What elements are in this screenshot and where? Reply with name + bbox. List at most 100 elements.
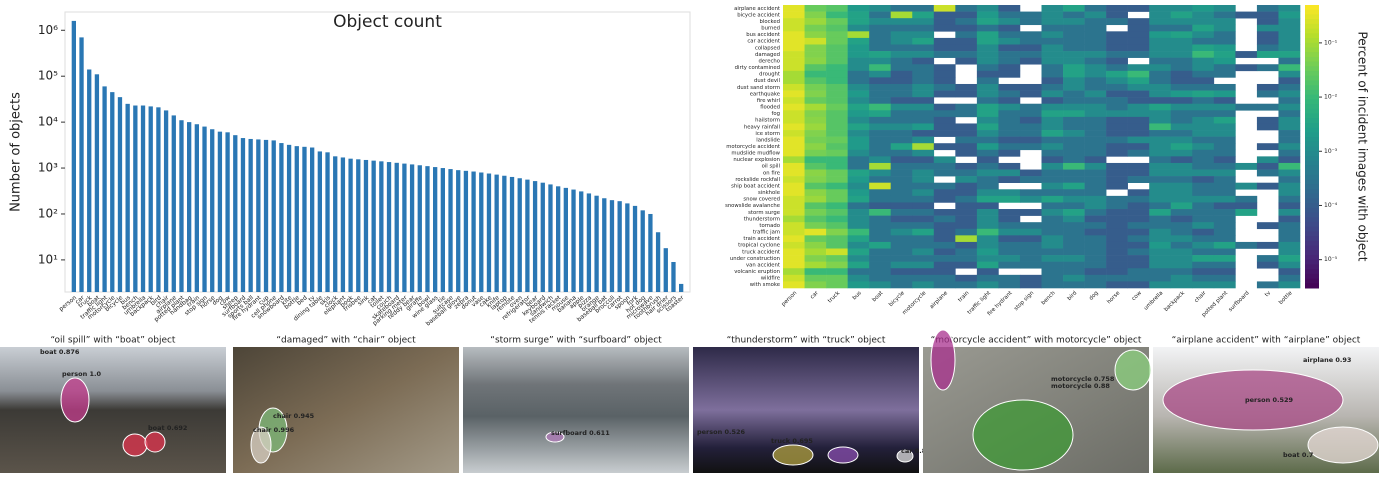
heat-cell (912, 136, 935, 144)
colorbar-step (1305, 146, 1319, 152)
heat-cell (1235, 64, 1258, 72)
column-label: airplane (929, 290, 950, 311)
heat-cell (933, 116, 956, 124)
heat-cell (912, 149, 935, 157)
heat-cell (933, 143, 956, 151)
heat-cell (804, 215, 827, 223)
heat-cell (1192, 83, 1215, 91)
bar (525, 179, 530, 292)
heat-cell (1041, 261, 1064, 269)
heat-cell (1170, 103, 1193, 111)
bar (532, 181, 538, 292)
colorbar-step (1305, 170, 1319, 176)
heat-cell (804, 149, 827, 157)
colorbar-step (1305, 80, 1319, 86)
heat-cell (1192, 255, 1215, 262)
heat-cell (847, 156, 870, 164)
bar (663, 248, 668, 292)
heat-cell (890, 202, 913, 210)
heat-cell (890, 31, 913, 39)
heat-cell (804, 70, 827, 78)
heat-cell (890, 70, 913, 78)
heat-cell (912, 195, 935, 203)
heat-cell (783, 241, 805, 249)
heat-cell (890, 18, 913, 26)
heat-cell (847, 189, 870, 197)
heat-cell (998, 176, 1021, 183)
bar (179, 120, 184, 292)
heat-cell (1278, 202, 1301, 210)
heat-cell (1192, 116, 1215, 124)
heat-cell (804, 130, 827, 137)
heat-cell (1063, 241, 1085, 249)
bar (463, 170, 469, 292)
photo (463, 347, 689, 473)
heat-cell (1127, 97, 1150, 105)
heat-cell (1170, 248, 1193, 256)
heat-cell (1192, 11, 1215, 19)
colorbar-step (1305, 94, 1319, 100)
heat-cell (1084, 136, 1107, 144)
heat-cell (1063, 149, 1085, 157)
heat-cell (976, 222, 999, 230)
heat-cell (976, 57, 999, 65)
heat-cell (1149, 103, 1172, 111)
heat-cell (890, 5, 913, 12)
colorbar-step (1305, 151, 1319, 157)
heat-cell (890, 116, 913, 124)
heat-cell (826, 143, 848, 151)
bar (425, 166, 430, 292)
heat-cell (826, 228, 848, 236)
heat-cell (1192, 110, 1215, 118)
bar (256, 139, 261, 292)
heat-cell (1149, 110, 1172, 118)
heat-cell (1213, 248, 1236, 256)
heat-cell (912, 83, 935, 91)
heat-cell (826, 51, 848, 58)
heat-cell (1127, 274, 1150, 282)
heat-cell (1084, 37, 1107, 45)
row-label: rockslide rockfall (735, 177, 780, 183)
heat-cell (1106, 235, 1128, 243)
heat-cell (955, 31, 978, 39)
heat-cell (783, 130, 805, 137)
heat-cell (1278, 215, 1301, 223)
column-label: truck (827, 290, 842, 305)
heat-cell (1170, 209, 1193, 216)
heat-cell (933, 261, 956, 269)
heat-cell (869, 235, 892, 243)
heat-cell (933, 248, 956, 256)
heat-cell (1127, 90, 1150, 98)
heat-cell (1106, 195, 1128, 203)
heat-cell (912, 156, 935, 164)
heat-cell (869, 215, 892, 223)
row-label: storm surge (748, 210, 780, 216)
heat-cell (783, 5, 805, 12)
heat-cell (1041, 103, 1064, 111)
heat-cell (783, 77, 805, 85)
heat-cell (804, 18, 827, 26)
heat-cell (1041, 149, 1064, 157)
heat-cell (783, 103, 805, 111)
heat-cell (1106, 83, 1128, 91)
bar (517, 178, 522, 292)
heat-cell (998, 209, 1021, 216)
heat-cell (783, 136, 805, 144)
colorbar-step (1305, 71, 1319, 77)
heat-cell (912, 209, 935, 216)
heat-cell (826, 169, 848, 177)
colorbar-step (1305, 179, 1319, 185)
heat-cell (804, 97, 827, 105)
heat-cell (976, 149, 999, 157)
heat-cell (826, 77, 848, 85)
heat-cell (1084, 51, 1107, 58)
column-label: cow (1131, 290, 1143, 302)
heat-cell (847, 44, 870, 52)
bar (502, 175, 507, 292)
heat-cell (1170, 156, 1193, 164)
bar (671, 262, 676, 292)
bar (202, 126, 207, 292)
heat-cell (890, 110, 913, 118)
heat-cell (869, 103, 892, 111)
heat-cell (847, 51, 870, 58)
